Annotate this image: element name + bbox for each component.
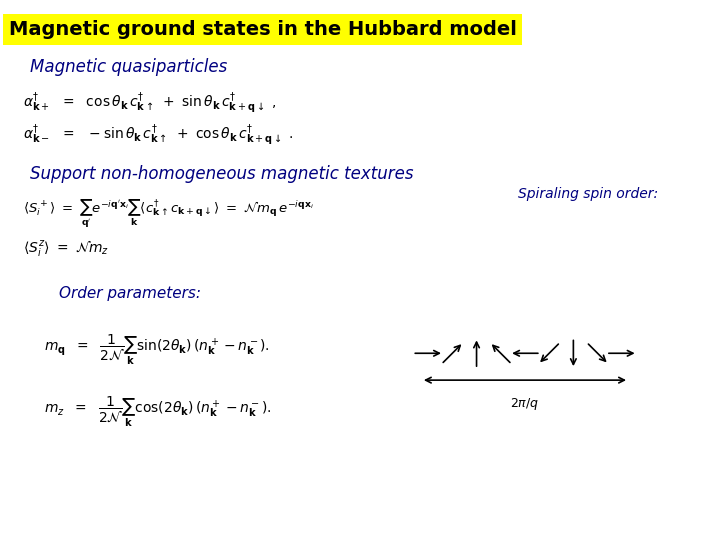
Text: Magnetic ground states in the Hubbard model: Magnetic ground states in the Hubbard mo… — [9, 20, 516, 39]
Text: $\langle S^+_i \rangle\ =\ \sum_{\mathbf{q}^\prime} e^{-i\mathbf{q}^\prime\mathb: $\langle S^+_i \rangle\ =\ \sum_{\mathbf… — [23, 198, 314, 230]
Text: Order parameters:: Order parameters: — [59, 286, 201, 301]
Text: $m_\mathbf{q}\ \ =\ \ \dfrac{1}{2\mathcal{N}}\sum_\mathbf{k}\sin(2\theta_\mathbf: $m_\mathbf{q}\ \ =\ \ \dfrac{1}{2\mathca… — [45, 332, 270, 367]
Text: $\alpha^{\dagger}_{\mathbf{k}-}\ \ =\ \ -\sin\theta_\mathbf{k}\,c^{\dagger}_{\ma: $\alpha^{\dagger}_{\mathbf{k}-}\ \ =\ \ … — [23, 122, 293, 148]
Text: $\alpha^{\dagger}_{\mathbf{k}+}\ \ =\ \ \cos\theta_\mathbf{k}\,c^{\dagger}_{\mat: $\alpha^{\dagger}_{\mathbf{k}+}\ \ =\ \ … — [23, 90, 276, 116]
Text: Spiraling spin order:: Spiraling spin order: — [518, 187, 658, 201]
Text: Support non-homogeneous magnetic textures: Support non-homogeneous magnetic texture… — [30, 165, 413, 183]
Text: $2\pi/q$: $2\pi/q$ — [510, 396, 539, 412]
Text: $\langle S^z_i \rangle\ =\ \mathcal{N}m_z$: $\langle S^z_i \rangle\ =\ \mathcal{N}m_… — [23, 238, 109, 258]
Text: Magnetic quasiparticles: Magnetic quasiparticles — [30, 58, 228, 76]
Text: $m_z\ \ =\ \ \dfrac{1}{2\mathcal{N}}\sum_\mathbf{k}\cos(2\theta_\mathbf{k})\,(n^: $m_z\ \ =\ \ \dfrac{1}{2\mathcal{N}}\sum… — [45, 394, 272, 429]
